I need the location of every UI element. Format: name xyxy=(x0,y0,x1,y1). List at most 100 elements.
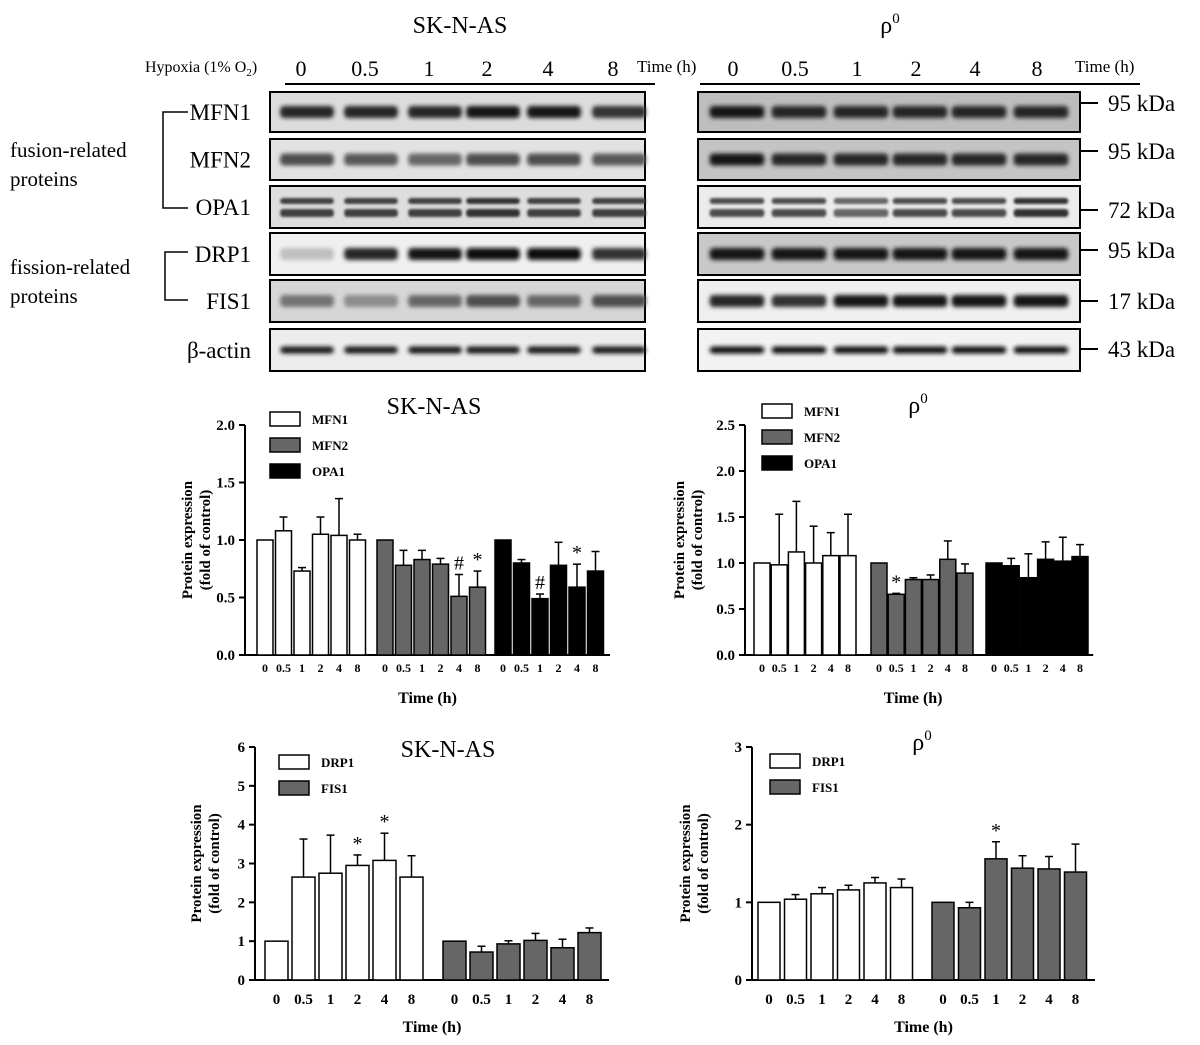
x-tick-label: 0.5 xyxy=(514,661,529,675)
blot-band xyxy=(527,346,581,354)
bar xyxy=(1019,576,1038,656)
x-tick-label: 2 xyxy=(354,992,362,1008)
bar xyxy=(931,901,955,981)
x-tick-label: 0 xyxy=(500,661,506,675)
y-tick-label: 2 xyxy=(238,895,246,911)
blot-band xyxy=(408,153,462,166)
blot-strips xyxy=(269,91,1081,372)
x-tick-label: 8 xyxy=(593,661,599,675)
blot-band xyxy=(833,106,889,118)
chart-rho0-fusion: ρ0 0.0 0.5 1.0 1.5 2.0 2.5 Protein expression (f… xyxy=(672,391,1094,707)
y-tick-label: 3 xyxy=(735,740,743,756)
bar xyxy=(442,940,467,981)
x-tick-label: 4 xyxy=(871,992,879,1008)
blot-row-label: MFN1 xyxy=(190,100,251,125)
x-axis-label: Time (h) xyxy=(894,1019,953,1036)
blot-band xyxy=(408,209,462,217)
blot-band xyxy=(592,153,646,166)
y-tick-label: 0.0 xyxy=(216,648,235,664)
bar xyxy=(939,558,957,656)
blot-band xyxy=(951,209,1007,217)
x-tick-label: 4 xyxy=(559,992,567,1008)
x-tick-label: 8 xyxy=(1072,992,1080,1008)
blot-band xyxy=(408,248,462,260)
blot-band xyxy=(771,198,827,204)
significance-mark: * xyxy=(891,571,901,593)
y-axis-label: Protein expression (fold of control) xyxy=(189,804,223,923)
bar xyxy=(1071,555,1089,656)
blot-band xyxy=(466,153,520,166)
bar xyxy=(568,586,586,656)
bar xyxy=(957,907,982,981)
x-tick-label: 0 xyxy=(273,992,281,1008)
blot-band xyxy=(466,248,520,260)
kda-label: 72 kDa xyxy=(1108,198,1175,223)
blot-band xyxy=(1013,209,1069,217)
x-tick-label: 2 xyxy=(318,661,324,675)
blot-time-label: 0 xyxy=(728,56,739,81)
blot-band xyxy=(280,346,334,354)
fusion-bracket: fusion-related proteins xyxy=(10,111,188,209)
blot-band xyxy=(527,106,581,118)
hypoxia-label: Hypoxia (1% O2) xyxy=(145,59,257,79)
bar xyxy=(1002,565,1020,656)
blot-band xyxy=(709,346,765,354)
x-tick-label: 0.5 xyxy=(889,661,904,675)
kda-label: 43 kDa xyxy=(1108,337,1175,362)
blot-row-label: DRP1 xyxy=(195,242,251,267)
blot-band xyxy=(833,198,889,204)
blot-band xyxy=(892,106,948,118)
blot-band xyxy=(344,346,398,354)
blot-band xyxy=(527,295,581,307)
significance-mark: * xyxy=(473,549,483,571)
bar xyxy=(757,901,781,981)
legend-label: FIS1 xyxy=(812,780,839,795)
x-tick-label: 8 xyxy=(962,661,968,675)
blot-strip xyxy=(697,91,1081,133)
bar xyxy=(431,563,450,656)
bar xyxy=(889,886,914,981)
blot-band xyxy=(280,248,334,260)
blot-band xyxy=(1013,248,1069,260)
bar xyxy=(810,893,834,981)
x-tick-label: 8 xyxy=(845,661,851,675)
blot-strip xyxy=(269,185,646,229)
legend-label: MFN1 xyxy=(804,404,840,419)
significance-mark: * xyxy=(991,820,1001,842)
legend-swatch xyxy=(278,754,310,770)
bar xyxy=(256,539,274,656)
kda-labels: 95 kDa 95 kDa 72 kDa 95 kDa 17 kDa 43 kDa xyxy=(1080,91,1175,362)
blot-band xyxy=(951,346,1007,354)
blot-time-label: 1 xyxy=(424,56,435,81)
bar xyxy=(372,859,397,981)
legend-label: MFN1 xyxy=(312,412,348,427)
blot-panel: SK-N-AS ρ0 Hypoxia (1% O2) 0 0.5 1 2 4 8 0 0.5… xyxy=(10,11,1175,372)
blot-time-label: 0 xyxy=(296,56,307,81)
blot-band xyxy=(592,209,646,217)
legend-swatch xyxy=(269,463,301,479)
bar xyxy=(586,570,605,656)
blot-band xyxy=(892,198,948,204)
blot-band xyxy=(466,198,520,204)
x-tick-label: 0.5 xyxy=(960,992,979,1008)
legend-label: MFN2 xyxy=(804,430,840,445)
blot-band xyxy=(951,248,1007,260)
bar xyxy=(531,597,549,656)
legend-swatch xyxy=(269,411,301,427)
y-axis-label: Protein expression (fold of control) xyxy=(678,804,712,923)
blot-band xyxy=(280,153,334,166)
x-axis-label: Time (h) xyxy=(403,1019,462,1036)
bar xyxy=(311,533,330,656)
x-tick-label: 8 xyxy=(408,992,416,1008)
significance-mark: # xyxy=(454,553,464,575)
y-tick-label: 1.5 xyxy=(716,510,735,526)
x-tick-label: 0 xyxy=(382,661,388,675)
blot-band xyxy=(951,295,1007,307)
blot-band xyxy=(771,248,827,260)
bar xyxy=(264,940,289,981)
bar xyxy=(394,564,413,656)
blot-band xyxy=(1013,295,1069,307)
bar xyxy=(1063,871,1088,981)
blot-band xyxy=(592,106,646,118)
